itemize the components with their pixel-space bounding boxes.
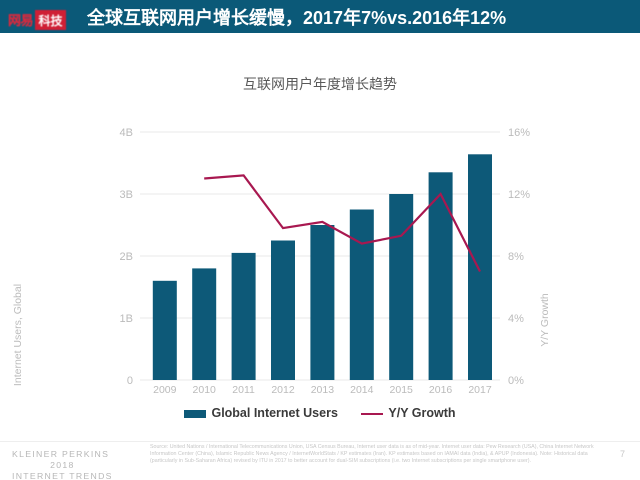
svg-text:2016: 2016 — [429, 384, 453, 395]
svg-text:2009: 2009 — [153, 384, 177, 395]
svg-text:0: 0 — [127, 375, 133, 387]
svg-text:2012: 2012 — [271, 384, 295, 395]
svg-text:8%: 8% — [508, 251, 524, 263]
svg-text:2B: 2B — [120, 251, 133, 263]
svg-text:Y/Y Growth: Y/Y Growth — [539, 293, 551, 347]
svg-text:2015: 2015 — [390, 384, 414, 395]
svg-text:3B: 3B — [120, 189, 133, 201]
svg-text:4B: 4B — [120, 127, 133, 139]
svg-text:2013: 2013 — [311, 384, 335, 395]
svg-text:2017: 2017 — [468, 384, 492, 395]
svg-text:1B: 1B — [120, 313, 133, 325]
svg-text:12%: 12% — [508, 189, 530, 201]
svg-text:2011: 2011 — [232, 384, 255, 395]
svg-text:4%: 4% — [508, 313, 524, 325]
svg-text:16%: 16% — [508, 127, 530, 139]
svg-text:0%: 0% — [508, 375, 524, 387]
svg-text:2014: 2014 — [350, 384, 374, 395]
svg-text:2010: 2010 — [193, 384, 217, 395]
svg-text:Internet Users, Global: Internet Users, Global — [12, 284, 24, 386]
